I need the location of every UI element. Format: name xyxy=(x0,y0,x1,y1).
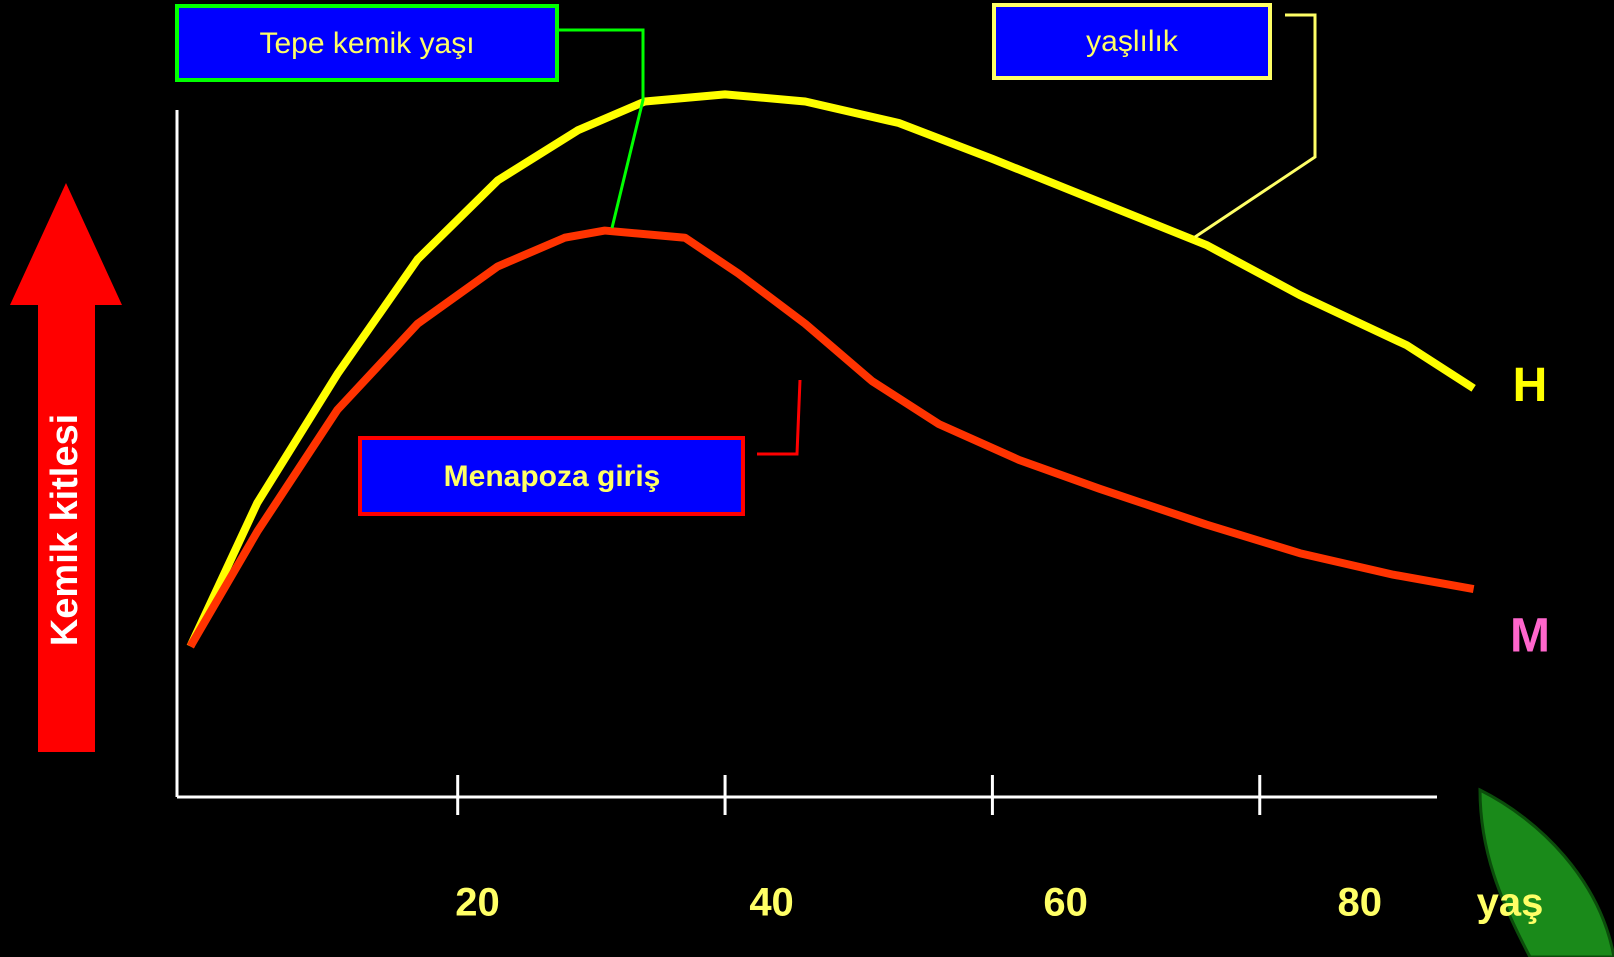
y-axis-label: Kemik kitlesi xyxy=(44,414,86,646)
x-tick-label: 40 xyxy=(749,881,794,925)
background xyxy=(0,0,1614,957)
x-tick-label: 20 xyxy=(455,881,500,925)
series-label: H xyxy=(1513,359,1548,412)
x-tick-label: 60 xyxy=(1043,881,1088,925)
chart: Kemik kitlesi Tepe kemik yaşı yaşlılık M… xyxy=(0,0,1614,957)
annotation: Tepe kemik yaşı xyxy=(259,27,474,60)
annotation: yaşlılık xyxy=(1086,25,1179,58)
x-axis-label: yaş xyxy=(1477,881,1544,925)
annotation: Menapoza giriş xyxy=(444,460,661,493)
series-label: M xyxy=(1510,610,1550,663)
x-tick-label: 80 xyxy=(1337,881,1382,925)
